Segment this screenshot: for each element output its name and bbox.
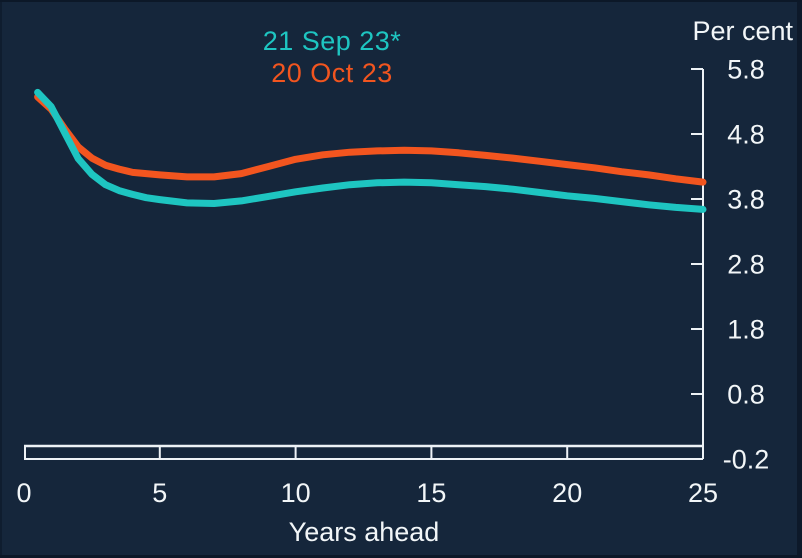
legend-label-oct: 20 Oct 23: [271, 58, 393, 88]
y-tick-label: 1.8: [727, 315, 765, 345]
x-tick-label: 0: [16, 478, 31, 508]
legend-label-sep: 21 Sep 23*: [262, 26, 402, 56]
y-tick-label: -0.2: [723, 445, 770, 475]
y-tick-label: 3.8: [727, 185, 765, 215]
y-tick-label: 5.8: [727, 55, 765, 85]
y-tick-label: 4.8: [727, 120, 765, 150]
x-tick-label: 20: [552, 478, 582, 508]
x-tick-label: 5: [152, 478, 167, 508]
y-tick-label: 2.8: [727, 250, 765, 280]
legend-entry-oct: 20 Oct 23: [271, 58, 393, 88]
y-tick-label: 0.8: [727, 380, 765, 410]
series-line-20-oct-23: [34, 93, 707, 186]
x-axis-title: Years ahead: [288, 517, 440, 547]
x-tick-label: 25: [688, 478, 718, 508]
x-tick-label: 15: [416, 478, 446, 508]
legend-entry-sep: 21 Sep 23*: [263, 26, 402, 56]
x-tick-label: 10: [281, 478, 311, 508]
y-axis-title: Per cent: [692, 16, 793, 46]
series-line-21-sep-23-: [34, 88, 707, 213]
